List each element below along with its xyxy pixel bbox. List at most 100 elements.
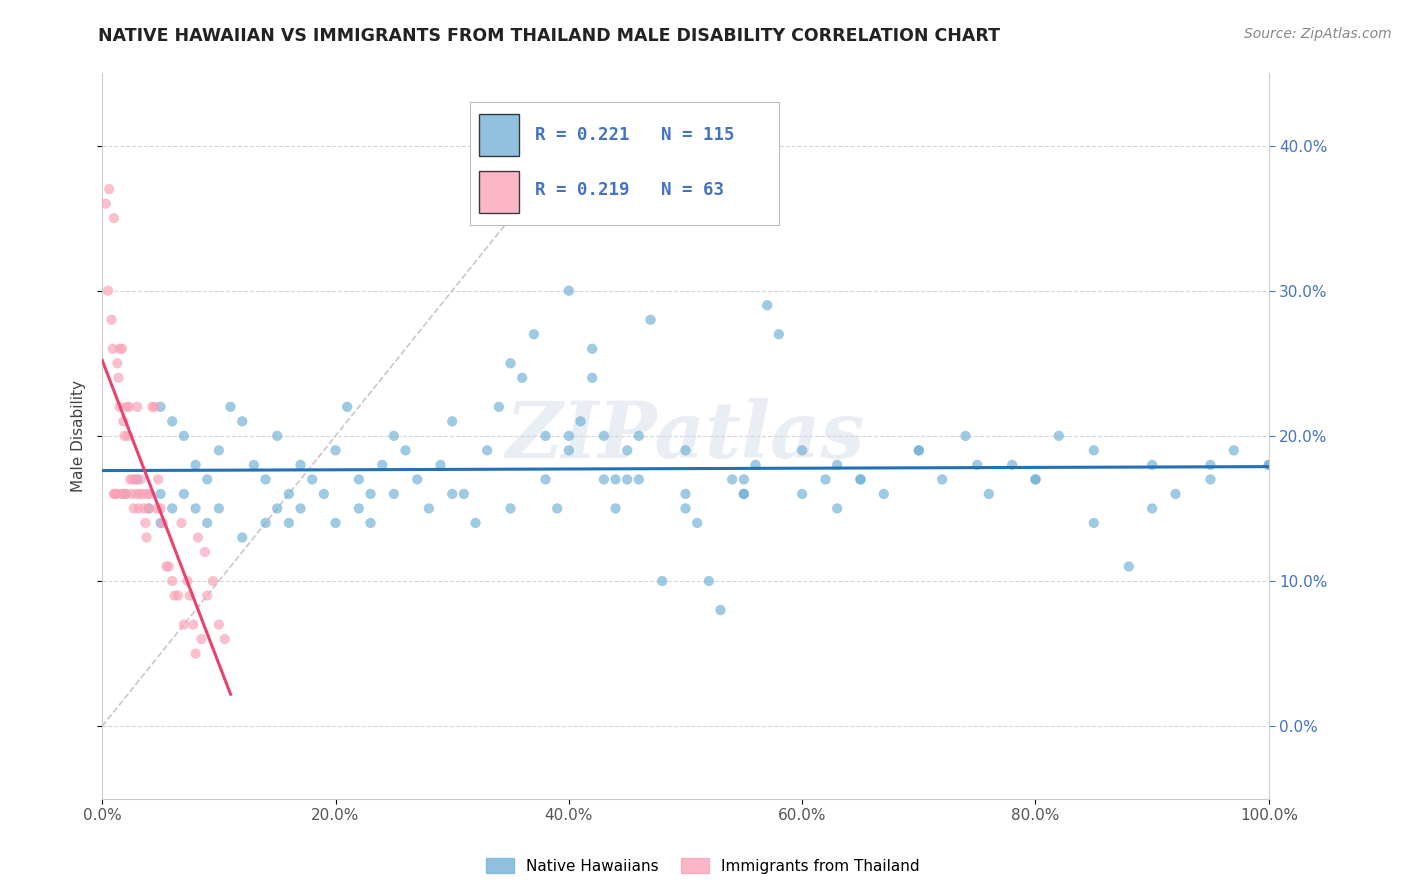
Point — [488, 400, 510, 414]
Point — [179, 589, 201, 603]
Point — [792, 443, 814, 458]
Point — [195, 472, 218, 486]
Point — [132, 487, 155, 501]
Point — [1199, 458, 1222, 472]
Point — [1257, 458, 1279, 472]
Point — [202, 574, 225, 588]
Point — [136, 487, 159, 501]
Point — [105, 487, 128, 501]
Point — [94, 196, 117, 211]
Point — [112, 429, 135, 443]
Point — [1140, 458, 1163, 472]
Point — [686, 516, 709, 530]
Point — [111, 342, 134, 356]
Point — [1047, 429, 1070, 443]
Point — [110, 487, 132, 501]
Point — [977, 487, 1000, 501]
Point — [908, 443, 931, 458]
Point — [117, 429, 139, 443]
Point — [429, 458, 451, 472]
Point — [873, 487, 896, 501]
Point — [243, 458, 266, 472]
Point — [675, 487, 697, 501]
Point — [697, 574, 720, 588]
Point — [756, 298, 779, 312]
Point — [360, 487, 382, 501]
Point — [184, 458, 207, 472]
Point — [107, 371, 129, 385]
Point — [120, 472, 142, 486]
Point — [966, 458, 988, 472]
Point — [173, 617, 195, 632]
Point — [406, 472, 429, 486]
Point — [195, 516, 218, 530]
Point — [1118, 559, 1140, 574]
Point — [592, 429, 614, 443]
Point — [160, 501, 183, 516]
Point — [1257, 458, 1279, 472]
Point — [170, 516, 193, 530]
Point — [141, 400, 163, 414]
Legend: Native Hawaiians, Immigrants from Thailand: Native Hawaiians, Immigrants from Thaila… — [479, 852, 927, 880]
Point — [103, 487, 125, 501]
Point — [441, 487, 464, 501]
Point — [1083, 516, 1105, 530]
Point — [173, 429, 195, 443]
Point — [627, 429, 650, 443]
Point — [157, 559, 180, 574]
Point — [371, 458, 394, 472]
Point — [1024, 472, 1046, 486]
Point — [675, 443, 697, 458]
Point — [277, 516, 299, 530]
Point — [134, 516, 156, 530]
Point — [231, 531, 253, 545]
Point — [254, 472, 277, 486]
Point — [627, 472, 650, 486]
Point — [290, 458, 312, 472]
Point — [190, 632, 212, 646]
Point — [325, 516, 347, 530]
Point — [208, 617, 231, 632]
Point — [1199, 472, 1222, 486]
Point — [1024, 472, 1046, 486]
Point — [146, 501, 169, 516]
Text: ZIPatlas: ZIPatlas — [506, 398, 865, 475]
Point — [325, 443, 347, 458]
Point — [120, 487, 142, 501]
Point — [382, 429, 405, 443]
Point — [160, 574, 183, 588]
Point — [163, 589, 186, 603]
Point — [129, 472, 152, 486]
Point — [114, 487, 136, 501]
Point — [152, 516, 174, 530]
Point — [138, 501, 160, 516]
Point — [124, 472, 146, 486]
Point — [138, 501, 160, 516]
Point — [464, 516, 486, 530]
Point — [605, 501, 627, 516]
Point — [254, 516, 277, 530]
Point — [108, 342, 131, 356]
Point — [301, 472, 323, 486]
Point — [733, 487, 755, 501]
Point — [125, 487, 148, 501]
Point — [825, 501, 848, 516]
Point — [97, 284, 120, 298]
Point — [744, 458, 766, 472]
Point — [675, 501, 697, 516]
Point — [558, 443, 581, 458]
Point — [176, 574, 198, 588]
Point — [266, 501, 288, 516]
Point — [1140, 501, 1163, 516]
Point — [768, 327, 790, 342]
Point — [825, 458, 848, 472]
Point — [312, 487, 335, 501]
Point — [134, 501, 156, 516]
Point — [592, 472, 614, 486]
Point — [651, 574, 673, 588]
Point — [114, 487, 136, 501]
Point — [814, 472, 837, 486]
Point — [115, 400, 138, 414]
Point — [908, 443, 931, 458]
Point — [127, 400, 149, 414]
